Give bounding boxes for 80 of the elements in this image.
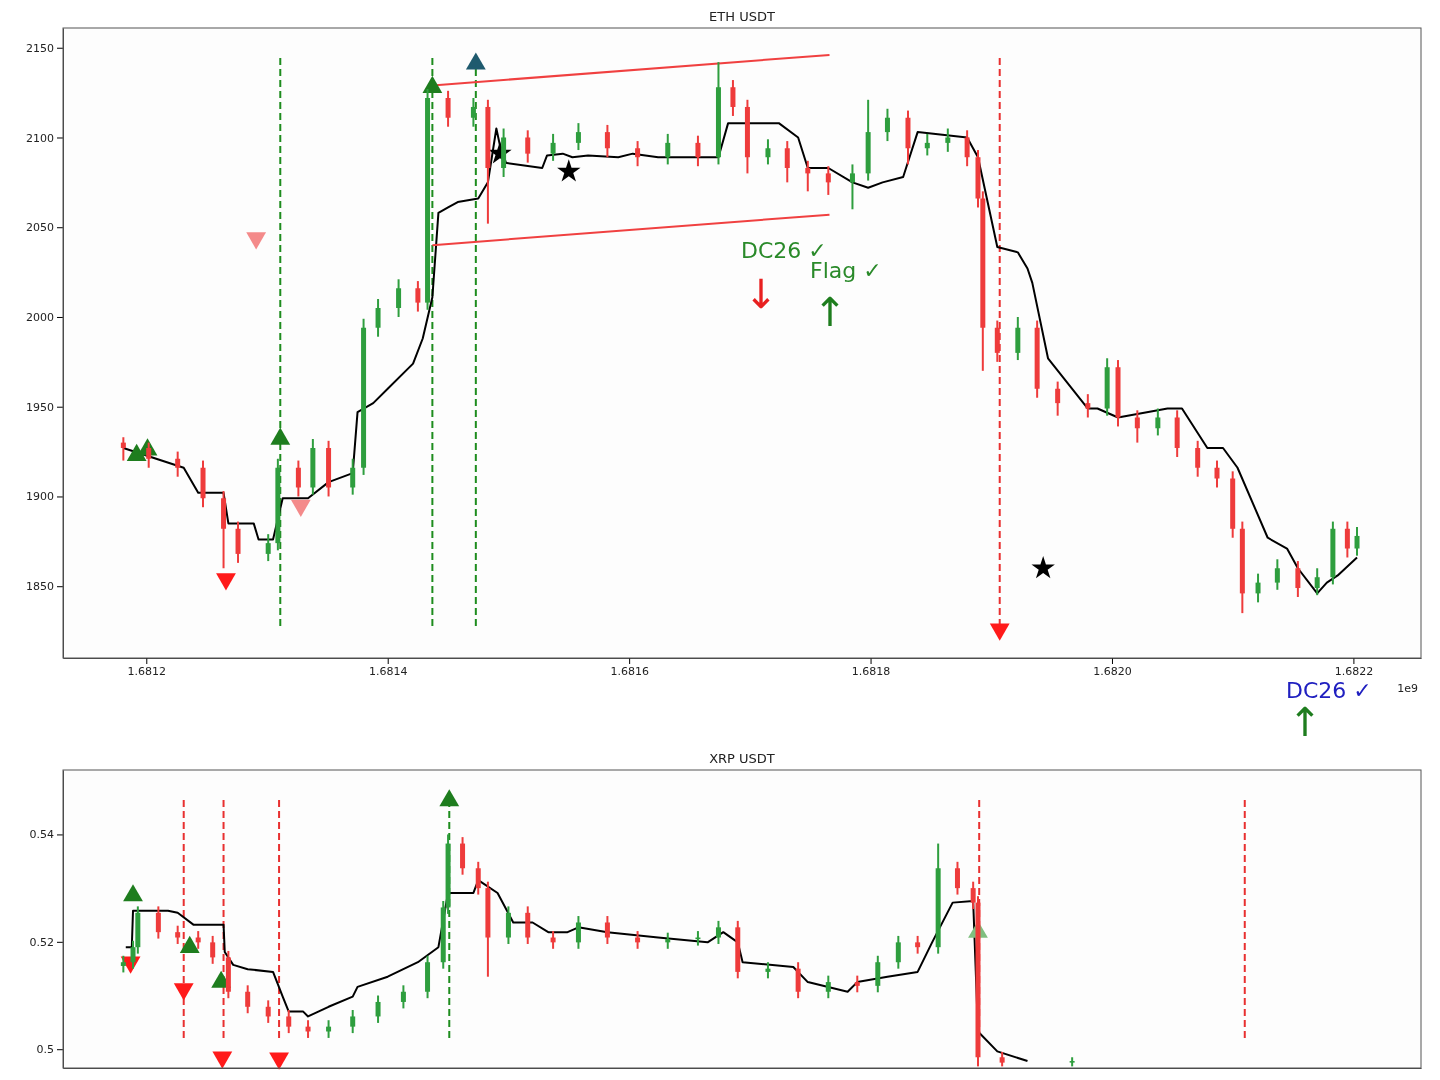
- x-tick-label: 1.6818: [851, 664, 891, 678]
- candlestick: [286, 1009, 292, 1035]
- candlestick: [210, 934, 216, 965]
- candlestick: [375, 298, 381, 338]
- annotation: ↓: [744, 271, 778, 317]
- candlestick: [1085, 393, 1091, 419]
- x-tick-label: 1.6816: [610, 664, 649, 678]
- candlestick: [445, 89, 451, 128]
- candlestick: [964, 129, 970, 168]
- candlestick: [375, 994, 381, 1024]
- candlestick: [575, 122, 581, 152]
- y-tick-label: 1850: [26, 580, 54, 594]
- candlestick: [1214, 459, 1220, 489]
- candlestick: [695, 134, 701, 168]
- candlestick: [825, 974, 831, 1000]
- candlestick: [525, 129, 531, 164]
- candlestick: [795, 961, 801, 1000]
- y-tick-label: 0.54: [29, 828, 54, 842]
- candlestick: [665, 132, 671, 166]
- candlestick: [730, 79, 736, 117]
- candlestick: [1255, 572, 1261, 604]
- y-tick-label: 1900: [26, 490, 54, 504]
- candlestick: [265, 533, 271, 563]
- y-tick-label: 2150: [26, 41, 54, 55]
- text: 1e9: [1397, 682, 1418, 695]
- candlestick: [295, 459, 301, 498]
- candlestick: [1354, 525, 1360, 557]
- candlestick: [715, 919, 721, 945]
- candlestick: [175, 924, 181, 945]
- y-tick-label: 0.52: [29, 935, 54, 949]
- candlestick: [924, 132, 930, 157]
- candlestick: [1314, 567, 1320, 597]
- candlestick: [604, 915, 610, 945]
- annotation: ↑: [813, 289, 847, 335]
- chart-title: ETH USDT: [709, 9, 775, 24]
- candlestick: [350, 457, 356, 496]
- candlestick: [825, 165, 831, 196]
- candlestick: [954, 860, 960, 896]
- y-tick-label: 0.5: [36, 1043, 54, 1057]
- candlestick: [575, 915, 581, 950]
- candlestick: [875, 954, 881, 994]
- candlestick: [550, 132, 556, 162]
- candlestick: [604, 123, 610, 159]
- candlestick: [884, 107, 890, 143]
- candlestick: [895, 934, 901, 970]
- x-tick-label: 1.6812: [127, 664, 167, 678]
- candlestick: [155, 905, 161, 940]
- x-tick-label: 1.6820: [1093, 664, 1132, 678]
- candlestick: [1155, 407, 1161, 437]
- x-tick-label: 1.6814: [368, 664, 408, 678]
- candlestick: [1134, 409, 1140, 444]
- candlestick: [784, 140, 790, 184]
- candlestick: [1295, 560, 1301, 598]
- candlestick: [1344, 520, 1350, 559]
- candlestick: [470, 97, 476, 128]
- candlestick: [945, 127, 951, 153]
- x-tick-label: 1.6822: [1334, 664, 1374, 678]
- candlestick: [849, 163, 855, 211]
- candlestick: [146, 441, 152, 469]
- candlestick: [475, 860, 481, 896]
- candlestick: [175, 450, 181, 478]
- candlestick: [396, 278, 402, 318]
- y-tick-label: 1950: [26, 400, 54, 414]
- candlestick: [350, 1009, 356, 1035]
- y-tick-label: 2100: [26, 131, 54, 145]
- candlestick: [400, 984, 406, 1010]
- candlestick: [765, 138, 771, 166]
- candlestick: [1195, 439, 1201, 478]
- candlestick: [805, 159, 811, 193]
- candlestick: [1274, 558, 1280, 591]
- candlestick: [265, 999, 271, 1024]
- y-tick-label: 2000: [26, 310, 54, 324]
- candlestick: [245, 984, 251, 1015]
- candlestick: [1055, 380, 1061, 417]
- candlestick: [120, 436, 126, 462]
- chart-title: XRP USDT: [709, 751, 775, 766]
- line-series: [122, 122, 1359, 595]
- candlestick: [635, 140, 641, 168]
- y-tick-label: 2050: [26, 221, 54, 235]
- candlestick: [415, 280, 421, 313]
